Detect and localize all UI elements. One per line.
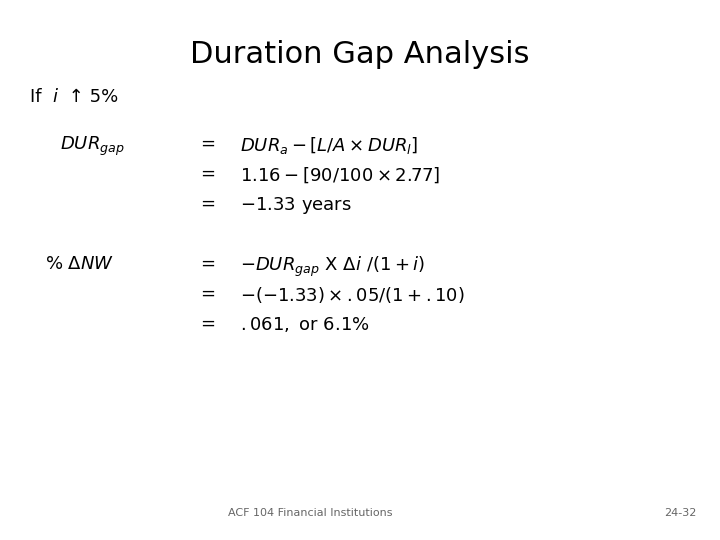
Text: =: =: [200, 315, 215, 333]
Text: $DUR_{gap}$: $DUR_{gap}$: [60, 135, 125, 158]
Text: =: =: [200, 195, 215, 213]
Text: ↑ 5%: ↑ 5%: [63, 88, 118, 106]
Text: $-1.33\ \mathrm{years}$: $-1.33\ \mathrm{years}$: [240, 195, 351, 216]
Text: =: =: [200, 135, 215, 153]
Text: $DUR_a - [L/A \times DUR_l]$: $DUR_a - [L/A \times DUR_l]$: [240, 135, 418, 156]
Text: =: =: [200, 165, 215, 183]
Text: =: =: [200, 285, 215, 303]
Text: $1.16 - [90/100 \times 2.77]$: $1.16 - [90/100 \times 2.77]$: [240, 165, 441, 185]
Text: $\%\ \Delta NW$: $\%\ \Delta NW$: [45, 255, 114, 273]
Text: $-(-1.33) \times .05/(1 + .10)$: $-(-1.33) \times .05/(1 + .10)$: [240, 285, 464, 305]
Text: =: =: [200, 255, 215, 273]
Text: Duration Gap Analysis: Duration Gap Analysis: [190, 40, 530, 69]
Text: $-DUR_{gap}\ \mathrm{X}\ \Delta i\ /(1 + i)$: $-DUR_{gap}\ \mathrm{X}\ \Delta i\ /(1 +…: [240, 255, 425, 279]
Text: If: If: [30, 88, 48, 106]
Text: $i$: $i$: [52, 88, 59, 106]
Text: 24-32: 24-32: [664, 508, 696, 518]
Text: ACF 104 Financial Institutions: ACF 104 Financial Institutions: [228, 508, 392, 518]
Text: $.061,\ \mathrm{or}\ 6.1\%$: $.061,\ \mathrm{or}\ 6.1\%$: [240, 315, 369, 334]
